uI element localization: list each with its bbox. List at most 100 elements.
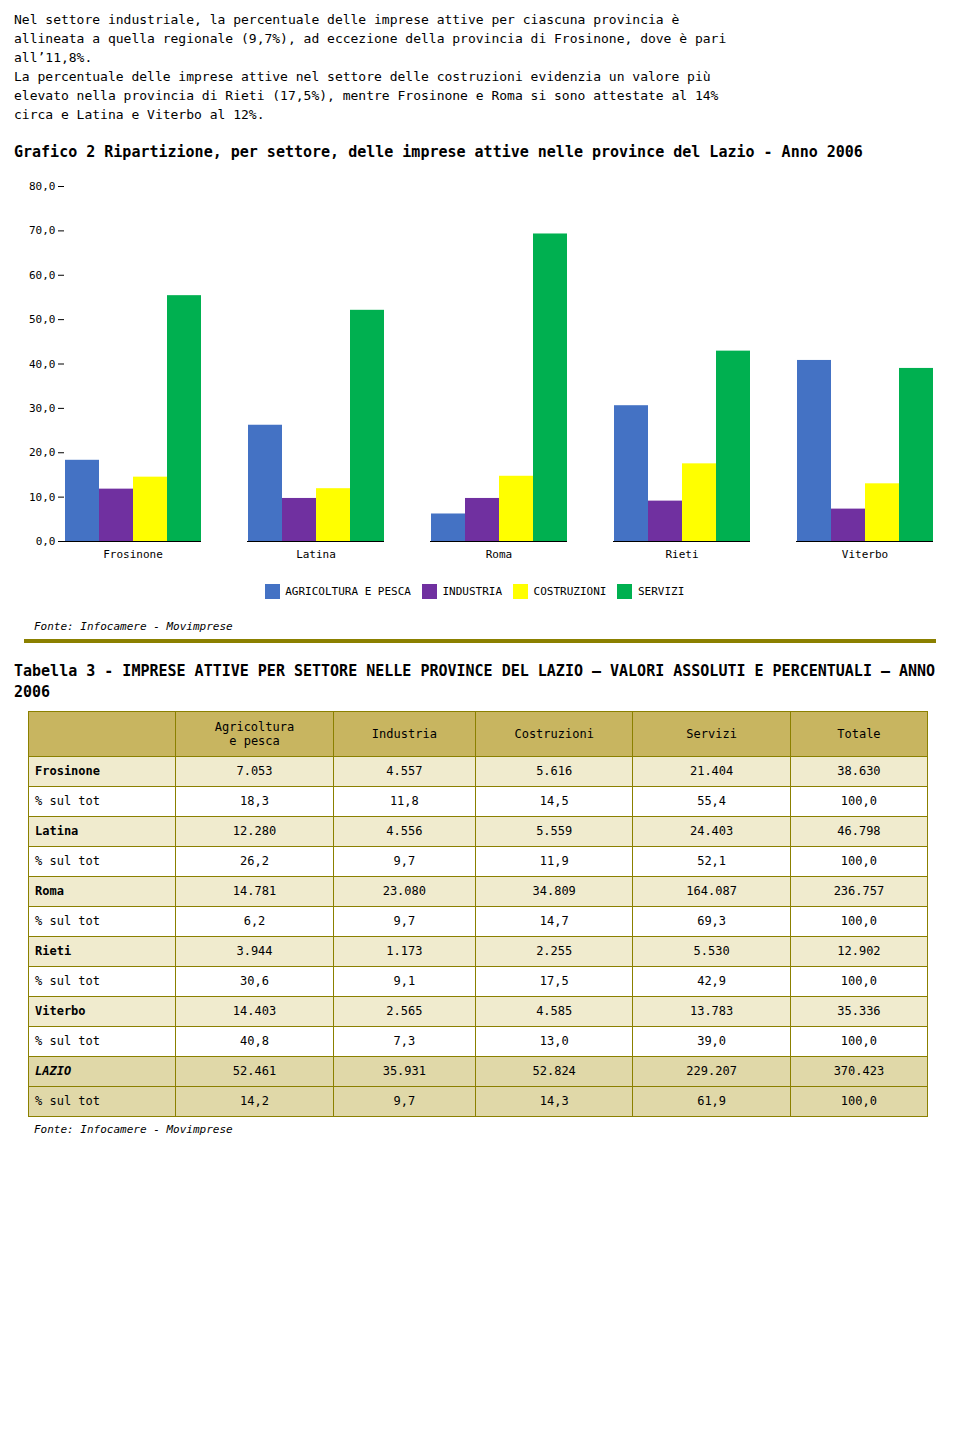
html-text:% sul tot: % sul tot	[35, 854, 100, 868]
html-text:Grafico 2 Ripartizione, per se: Grafico 2 Ripartizione, per settore, del…	[14, 143, 863, 161]
html-text:2.565: 2.565	[386, 1004, 423, 1018]
svg-text:Latina: Latina	[296, 548, 336, 561]
html-text:Servizi: Servizi	[686, 726, 737, 741]
html-text:370.423: 370.423	[833, 1064, 885, 1078]
html-text:La percentuale delle imprese a: La percentuale delle imprese attive nel …	[14, 69, 711, 84]
html-text:14,3: 14,3	[539, 1094, 569, 1108]
html-text:Totale: Totale	[837, 726, 881, 741]
html-text:18,3: 18,3	[240, 794, 269, 808]
html-text:38.630: 38.630	[837, 764, 881, 778]
html-text:1.173: 1.173	[386, 944, 423, 958]
html-text:9,7: 9,7	[393, 854, 416, 868]
html-text:23.080: 23.080	[382, 884, 426, 898]
html-text:circa e Latina e Viterbo al 12: circa e Latina e Viterbo al 12%.	[14, 107, 265, 122]
html-text:100,0: 100,0	[840, 914, 877, 928]
html-text:11,9: 11,9	[539, 854, 569, 868]
html-text:Costruzioni: Costruzioni	[514, 726, 594, 741]
html-text:13,0: 13,0	[539, 1034, 569, 1048]
svg-text:40,0: 40,0	[29, 358, 56, 371]
html-text:17,5: 17,5	[539, 974, 569, 988]
html-text:9,7: 9,7	[393, 1094, 416, 1108]
html-text:6,2: 6,2	[243, 914, 266, 928]
html-text:Rieti: Rieti	[35, 944, 72, 958]
html-text:34.809: 34.809	[532, 884, 576, 898]
html-text:100,0: 100,0	[840, 974, 877, 988]
html-text:Frosinone: Frosinone	[35, 764, 100, 778]
svg-text:70,0: 70,0	[29, 224, 56, 237]
html-text:24.403: 24.403	[689, 824, 734, 838]
html-text:3.944: 3.944	[236, 944, 273, 958]
html-text:2.255: 2.255	[536, 944, 573, 958]
html-text:52,1: 52,1	[697, 854, 727, 868]
html-text:42,9: 42,9	[697, 974, 727, 988]
html-text:Fonte: Infocamere - Movimprese: Fonte: Infocamere - Movimprese	[34, 619, 233, 633]
html-text:4.585: 4.585	[536, 1004, 573, 1018]
html-text:4.557: 4.557	[386, 764, 423, 778]
html-text:% sul tot: % sul tot	[35, 914, 100, 928]
html-text:14,5: 14,5	[539, 794, 569, 808]
svg-text:Viterbo: Viterbo	[842, 548, 888, 561]
svg-text:20,0: 20,0	[29, 446, 56, 459]
html-text:35.931: 35.931	[382, 1064, 426, 1078]
html-text:100,0: 100,0	[840, 854, 877, 868]
html-text:% sul tot: % sul tot	[35, 1034, 100, 1048]
html-text:5.616: 5.616	[536, 764, 573, 778]
svg-text:60,0: 60,0	[29, 269, 56, 282]
html-text:39,0: 39,0	[697, 1034, 727, 1048]
html-text:9,1: 9,1	[393, 974, 416, 988]
html-text:Industria: Industria	[371, 726, 437, 741]
html-text:52.461: 52.461	[232, 1064, 277, 1078]
html-text:229.207: 229.207	[686, 1064, 737, 1078]
html-text:all’11,8%.: all’11,8%.	[14, 50, 93, 65]
html-text:12.280: 12.280	[232, 824, 277, 838]
html-text:21.404: 21.404	[689, 764, 734, 778]
html-text:46.798: 46.798	[837, 824, 881, 838]
html-text:7.053: 7.053	[236, 764, 273, 778]
html-text:Roma: Roma	[35, 884, 64, 898]
svg-text:30,0: 30,0	[29, 402, 56, 415]
html-text:4.556: 4.556	[386, 824, 423, 838]
html-text:7,3: 7,3	[393, 1034, 416, 1048]
html-text:100,0: 100,0	[840, 1094, 877, 1108]
html-text:elevato nella provincia di Rie: elevato nella provincia di Rieti (17,5%)…	[14, 88, 719, 103]
html-text:5.530: 5.530	[693, 944, 730, 958]
svg-text:10,0: 10,0	[29, 491, 56, 504]
html-text:Latina: Latina	[35, 824, 79, 838]
svg-text:Frosinone: Frosinone	[103, 548, 163, 561]
html-text:30,6: 30,6	[240, 974, 269, 988]
svg-text:80,0: 80,0	[29, 180, 56, 193]
html-text:% sul tot: % sul tot	[35, 974, 100, 988]
html-text:Agricoltura e pesca: Agricoltura e pesca	[214, 719, 295, 748]
html-text:55,4: 55,4	[697, 794, 727, 808]
html-text:14.403: 14.403	[232, 1004, 277, 1018]
html-text:LAZIO: LAZIO	[35, 1064, 72, 1078]
html-text:Viterbo: Viterbo	[35, 1004, 86, 1018]
html-text:61,9: 61,9	[697, 1094, 727, 1108]
html-text:% sul tot: % sul tot	[35, 794, 100, 808]
html-text:14.781: 14.781	[232, 884, 277, 898]
html-text:100,0: 100,0	[840, 1034, 877, 1048]
html-text:40,8: 40,8	[240, 1034, 269, 1048]
html-text:9,7: 9,7	[393, 914, 416, 928]
html-text:164.087: 164.087	[686, 884, 737, 898]
html-text:% sul tot: % sul tot	[35, 1094, 100, 1108]
html-text:14,2: 14,2	[240, 1094, 269, 1108]
html-text:236.757: 236.757	[833, 884, 885, 898]
html-text:26,2: 26,2	[240, 854, 269, 868]
svg-text:0,0: 0,0	[36, 535, 56, 548]
html-text:allineata a quella regionale (: allineata a quella regionale (9,7%), ad …	[14, 31, 727, 46]
html-text:Nel settore industriale, la pe: Nel settore industriale, la percentuale …	[14, 12, 680, 27]
html-text:Tabella 3 - IMPRESE ATTIVE PER: Tabella 3 - IMPRESE ATTIVE PER SETTORE N…	[14, 661, 936, 701]
html-text:11,8: 11,8	[389, 794, 419, 808]
html-text:69,3: 69,3	[697, 914, 727, 928]
html-text:13.783: 13.783	[689, 1004, 734, 1018]
svg-text:Rieti: Rieti	[665, 548, 698, 561]
svg-text:50,0: 50,0	[29, 313, 56, 326]
html-text:52.824: 52.824	[532, 1064, 576, 1078]
html-text:5.559: 5.559	[536, 824, 573, 838]
html-text:14,7: 14,7	[539, 914, 569, 928]
html-text:100,0: 100,0	[840, 794, 877, 808]
html-text:35.336: 35.336	[837, 1004, 881, 1018]
html-text:12.902: 12.902	[837, 944, 881, 958]
svg-text:Roma: Roma	[486, 548, 513, 561]
